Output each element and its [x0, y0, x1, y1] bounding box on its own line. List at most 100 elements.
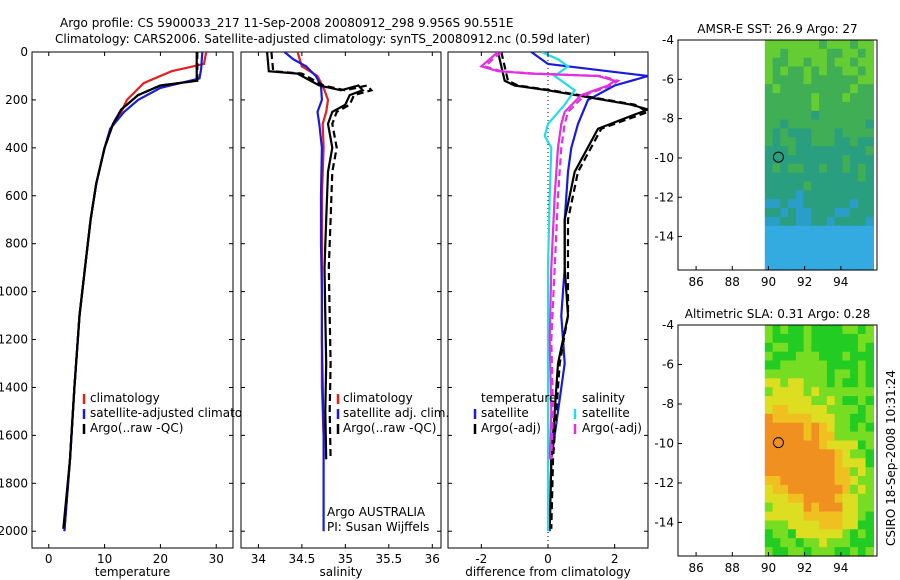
heatmap-cell: [811, 243, 820, 253]
heatmap-cell: [780, 449, 789, 459]
heatmap-cell: [850, 40, 859, 50]
heatmap-cell: [865, 146, 874, 156]
heatmap-cell: [819, 137, 828, 147]
heatmap-cell: [764, 155, 774, 165]
heatmap-cell: [850, 155, 859, 165]
heatmap-cell: [819, 538, 828, 548]
heatmap-cell: [811, 234, 820, 244]
heatmap-cell: [795, 342, 805, 353]
heatmap-cell: [795, 252, 805, 262]
heatmap-cell: [834, 48, 843, 59]
figure-title-line2: Climatology: CARS2006. Satellite-adjuste…: [55, 32, 590, 46]
heatmap-cell: [764, 110, 774, 121]
temperature-ytick-label: 1000: [0, 285, 28, 299]
heatmap-cell: [772, 396, 781, 406]
heatmap-cell: [795, 502, 805, 513]
heatmap-cell: [826, 40, 836, 50]
heatmap-cell: [850, 493, 859, 504]
heatmap-cell: [834, 431, 843, 442]
heatmap-cell: [795, 93, 805, 103]
heatmap-cell: [834, 155, 843, 165]
heatmap-cell: [795, 405, 805, 415]
heatmap-cell: [795, 190, 805, 200]
heatmap-cell: [795, 369, 805, 379]
heatmap-cell: [842, 405, 851, 415]
heatmap-cell: [788, 243, 797, 253]
heatmap-cell: [850, 48, 859, 59]
heatmap-cell: [772, 333, 781, 344]
heatmap-cell: [811, 40, 820, 50]
heatmap-cell: [826, 484, 836, 495]
heatmap-cell: [819, 234, 828, 244]
heatmap-cell: [857, 146, 867, 156]
heatmap-cell: [865, 520, 874, 530]
heatmap-cell: [795, 172, 805, 183]
temperature-legend-label: Argo(..raw -QC): [90, 421, 183, 435]
heatmap-cell: [795, 529, 805, 539]
heatmap-cell: [795, 422, 805, 433]
heatmap-cell: [788, 467, 797, 477]
heatmap-cell: [819, 66, 828, 76]
heatmap-cell: [780, 502, 789, 513]
heatmap-cell: [811, 190, 820, 200]
heatmap-cell: [865, 351, 874, 362]
heatmap-cell: [788, 538, 797, 548]
heatmap-cell: [795, 181, 805, 191]
heatmap-cell: [834, 396, 843, 406]
heatmap-cell: [850, 146, 859, 156]
heatmap-cell: [834, 449, 843, 459]
heatmap-cell: [834, 422, 843, 433]
heatmap-cell: [842, 449, 851, 459]
heatmap-cell: [780, 84, 789, 94]
heatmap-cell: [819, 190, 828, 200]
heatmap-cell: [795, 511, 805, 522]
heatmap-cell: [764, 208, 774, 218]
heatmap-cell: [850, 396, 859, 406]
heatmap-cell: [764, 449, 774, 459]
heatmap-cell: [764, 66, 774, 76]
heatmap-cell: [811, 387, 820, 397]
heatmap-cell: [819, 84, 828, 94]
heatmap-cell: [803, 538, 812, 548]
heatmap-cell: [795, 360, 805, 370]
heatmap-cell: [842, 431, 851, 442]
heatmap-cell: [772, 387, 781, 397]
heatmap-cell: [780, 476, 789, 486]
heatmap-cell: [842, 48, 851, 59]
heatmap-cell: [772, 181, 781, 191]
heatmap-cell: [850, 325, 859, 335]
heatmap-cell: [819, 476, 828, 486]
heatmap-cell: [772, 216, 781, 227]
heatmap-cell: [803, 225, 812, 236]
heatmap-cell: [826, 538, 836, 548]
heatmap-cell: [788, 57, 797, 68]
heatmap-cell: [834, 484, 843, 495]
heatmap-cell: [842, 216, 851, 227]
heatmap-cell: [788, 163, 797, 174]
heatmap-cell: [803, 181, 812, 191]
heatmap-cell: [788, 396, 797, 406]
heatmap-cell: [772, 449, 781, 459]
heatmap-cell: [811, 342, 820, 353]
heatmap-cell: [850, 261, 859, 271]
heatmap-cell: [842, 190, 851, 200]
sst_map-ytick-label: -12: [654, 190, 674, 204]
heatmap-cell: [819, 378, 828, 388]
heatmap-cell: [780, 467, 789, 477]
heatmap-cell: [842, 225, 851, 236]
heatmap-cell: [795, 378, 805, 388]
heatmap-cell: [865, 216, 874, 227]
heatmap-cell: [819, 225, 828, 236]
heatmap-cell: [834, 351, 843, 362]
heatmap-cell: [772, 48, 781, 59]
heatmap-cell: [857, 502, 867, 513]
heatmap-cell: [811, 48, 820, 59]
heatmap-cell: [834, 93, 843, 103]
heatmap-cell: [842, 252, 851, 262]
heatmap-cell: [842, 75, 851, 85]
heatmap-cell: [826, 243, 836, 253]
heatmap-cell: [865, 458, 874, 468]
sla_map-ytick-label: -6: [662, 357, 674, 371]
heatmap-cell: [803, 467, 812, 477]
heatmap-cell: [842, 484, 851, 495]
